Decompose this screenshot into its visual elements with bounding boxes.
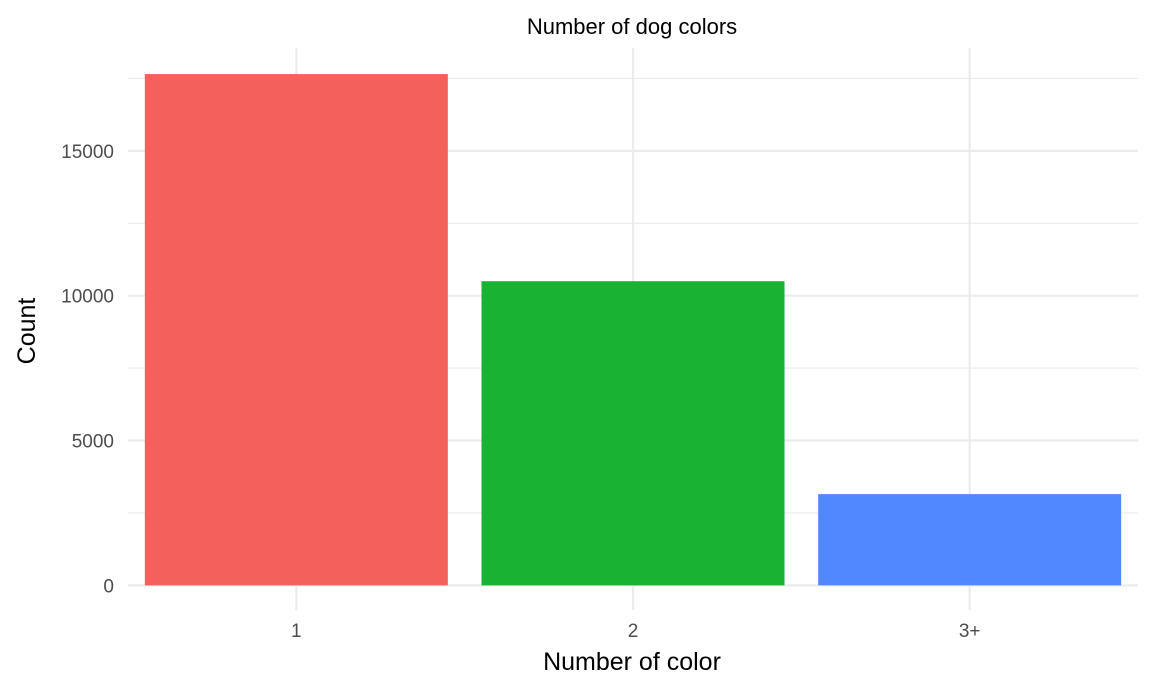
y-axis-title: Count (13, 298, 41, 365)
bar-1 (145, 74, 448, 585)
y-axis-tick-labels: 0 5000 10000 15000 (61, 142, 114, 598)
bar-2 (482, 281, 785, 585)
y-tick-label: 15000 (61, 142, 114, 163)
y-tick-label: 5000 (72, 432, 114, 453)
y-tick-label: 0 (103, 576, 114, 597)
y-tick-label: 10000 (61, 287, 114, 308)
chart-title: Number of dog colors (527, 14, 737, 39)
x-axis-tick-labels: 1 2 3+ (291, 621, 980, 642)
bar-3plus (818, 494, 1121, 585)
x-axis-title: Number of color (543, 648, 721, 676)
x-tick-label: 3+ (959, 621, 981, 642)
x-tick-label: 1 (291, 621, 302, 642)
x-tick-label: 2 (628, 621, 639, 642)
